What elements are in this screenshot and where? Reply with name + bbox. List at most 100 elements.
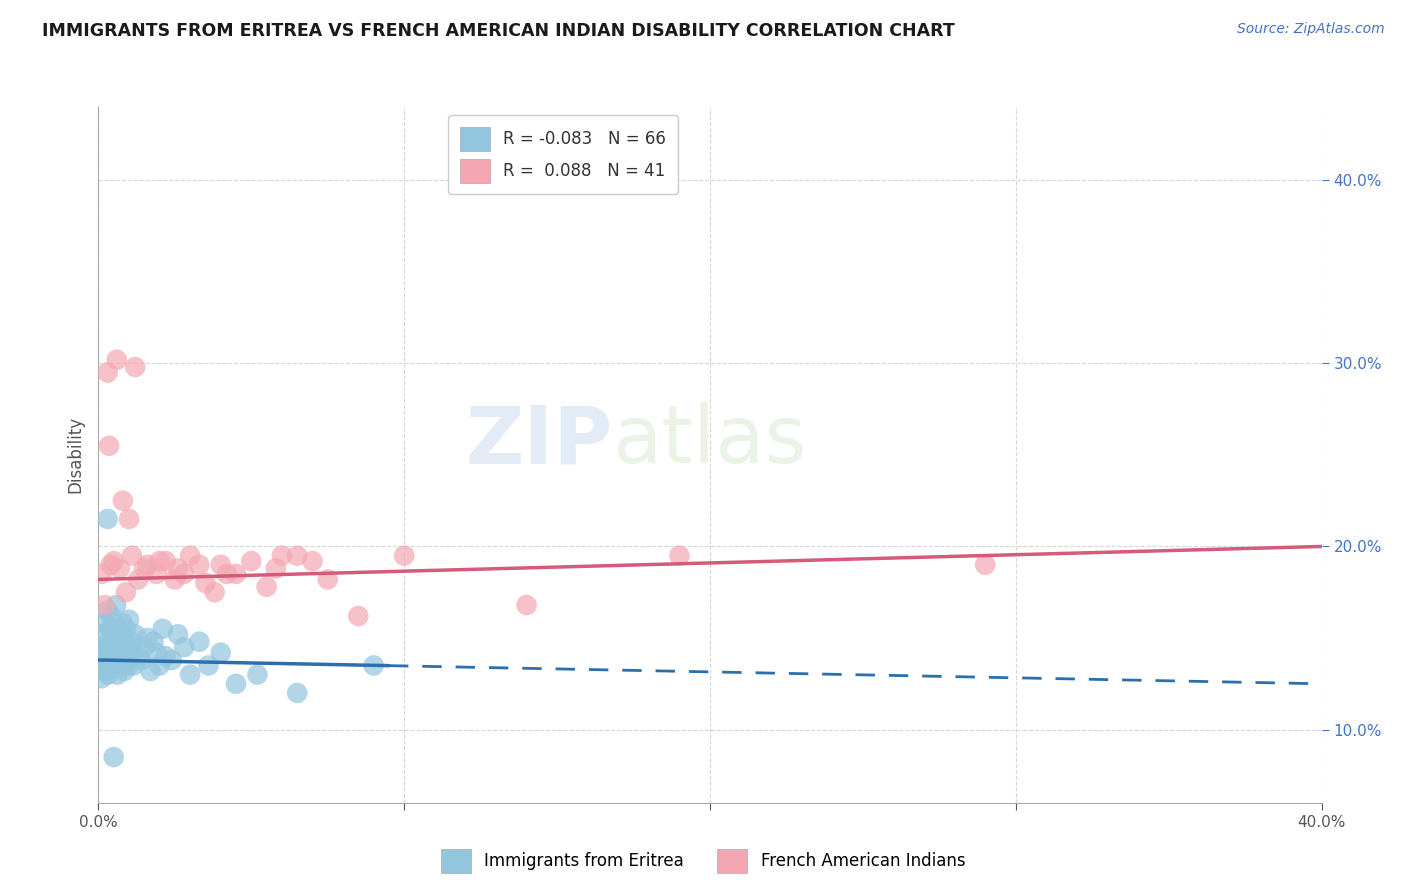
Point: [194, 576, 217, 591]
Point: [93, 598, 115, 612]
Point: [111, 653, 134, 667]
Text: IMMIGRANTS FROM ERITREA VS FRENCH AMERICAN INDIAN DISABILITY CORRELATION CHART: IMMIGRANTS FROM ERITREA VS FRENCH AMERIC…: [42, 22, 955, 40]
Point: [163, 573, 186, 587]
Point: [149, 658, 172, 673]
Point: [204, 585, 226, 599]
Point: [97, 667, 120, 681]
Text: Source: ZipAtlas.com: Source: ZipAtlas.com: [1237, 22, 1385, 37]
Point: [264, 561, 287, 575]
Point: [111, 616, 134, 631]
Text: atlas: atlas: [612, 402, 807, 480]
Point: [155, 554, 177, 568]
Point: [122, 658, 145, 673]
Point: [117, 646, 139, 660]
Point: [97, 366, 120, 380]
Point: [209, 558, 232, 572]
Point: [110, 649, 132, 664]
Point: [105, 598, 128, 612]
Point: [145, 566, 167, 581]
Point: [197, 658, 219, 673]
Y-axis label: Disability: Disability: [66, 417, 84, 493]
Point: [129, 653, 152, 667]
Point: [110, 627, 132, 641]
Point: [105, 667, 128, 681]
Point: [179, 549, 201, 563]
Point: [121, 634, 143, 648]
Point: [108, 658, 131, 673]
Point: [285, 549, 308, 563]
Point: [98, 439, 121, 453]
Point: [240, 554, 263, 568]
Point: [167, 627, 190, 641]
Point: [152, 622, 174, 636]
Point: [93, 664, 115, 678]
Point: [112, 640, 135, 655]
Point: [118, 512, 141, 526]
Point: [316, 573, 339, 587]
Point: [142, 634, 165, 648]
Point: [100, 609, 122, 624]
Point: [215, 566, 238, 581]
Point: [167, 561, 190, 575]
Point: [149, 554, 172, 568]
Point: [145, 646, 167, 660]
Point: [134, 640, 156, 655]
Point: [103, 750, 125, 764]
Point: [155, 649, 177, 664]
Point: [97, 603, 120, 617]
Point: [107, 622, 129, 636]
Point: [127, 649, 149, 664]
Point: [91, 653, 114, 667]
Point: [124, 627, 146, 641]
Point: [90, 671, 112, 685]
Point: [105, 646, 128, 660]
Point: [225, 566, 247, 581]
Point: [118, 613, 141, 627]
Point: [124, 359, 146, 374]
Point: [134, 561, 156, 575]
Point: [139, 664, 162, 678]
Point: [301, 554, 323, 568]
Point: [100, 558, 122, 572]
Point: [94, 646, 117, 660]
Point: [363, 658, 385, 673]
Point: [90, 566, 112, 581]
Point: [136, 558, 159, 572]
Point: [90, 649, 112, 664]
Point: [173, 566, 195, 581]
Point: [179, 667, 201, 681]
Point: [188, 634, 211, 648]
Legend: R = -0.083   N = 66, R =  0.088   N = 41: R = -0.083 N = 66, R = 0.088 N = 41: [449, 115, 678, 194]
Point: [89, 658, 111, 673]
Point: [127, 573, 149, 587]
Point: [104, 653, 127, 667]
Point: [98, 622, 121, 636]
Point: [108, 561, 131, 575]
Point: [270, 549, 294, 563]
Point: [94, 616, 117, 631]
Point: [98, 634, 121, 648]
Point: [96, 657, 118, 671]
Point: [108, 634, 131, 648]
Point: [246, 667, 269, 681]
Point: [209, 646, 232, 660]
Point: [103, 554, 125, 568]
Point: [347, 609, 370, 624]
Point: [111, 493, 134, 508]
Point: [136, 631, 159, 645]
Point: [225, 677, 247, 691]
Point: [112, 664, 135, 678]
Point: [101, 658, 124, 673]
Point: [668, 549, 690, 563]
Point: [103, 631, 125, 645]
Point: [97, 512, 120, 526]
Point: [115, 653, 138, 667]
Point: [120, 640, 142, 655]
Point: [114, 649, 136, 664]
Point: [974, 558, 997, 572]
Point: [188, 558, 211, 572]
Point: [115, 585, 138, 599]
Point: [516, 598, 538, 612]
Point: [105, 352, 128, 367]
Point: [392, 549, 416, 563]
